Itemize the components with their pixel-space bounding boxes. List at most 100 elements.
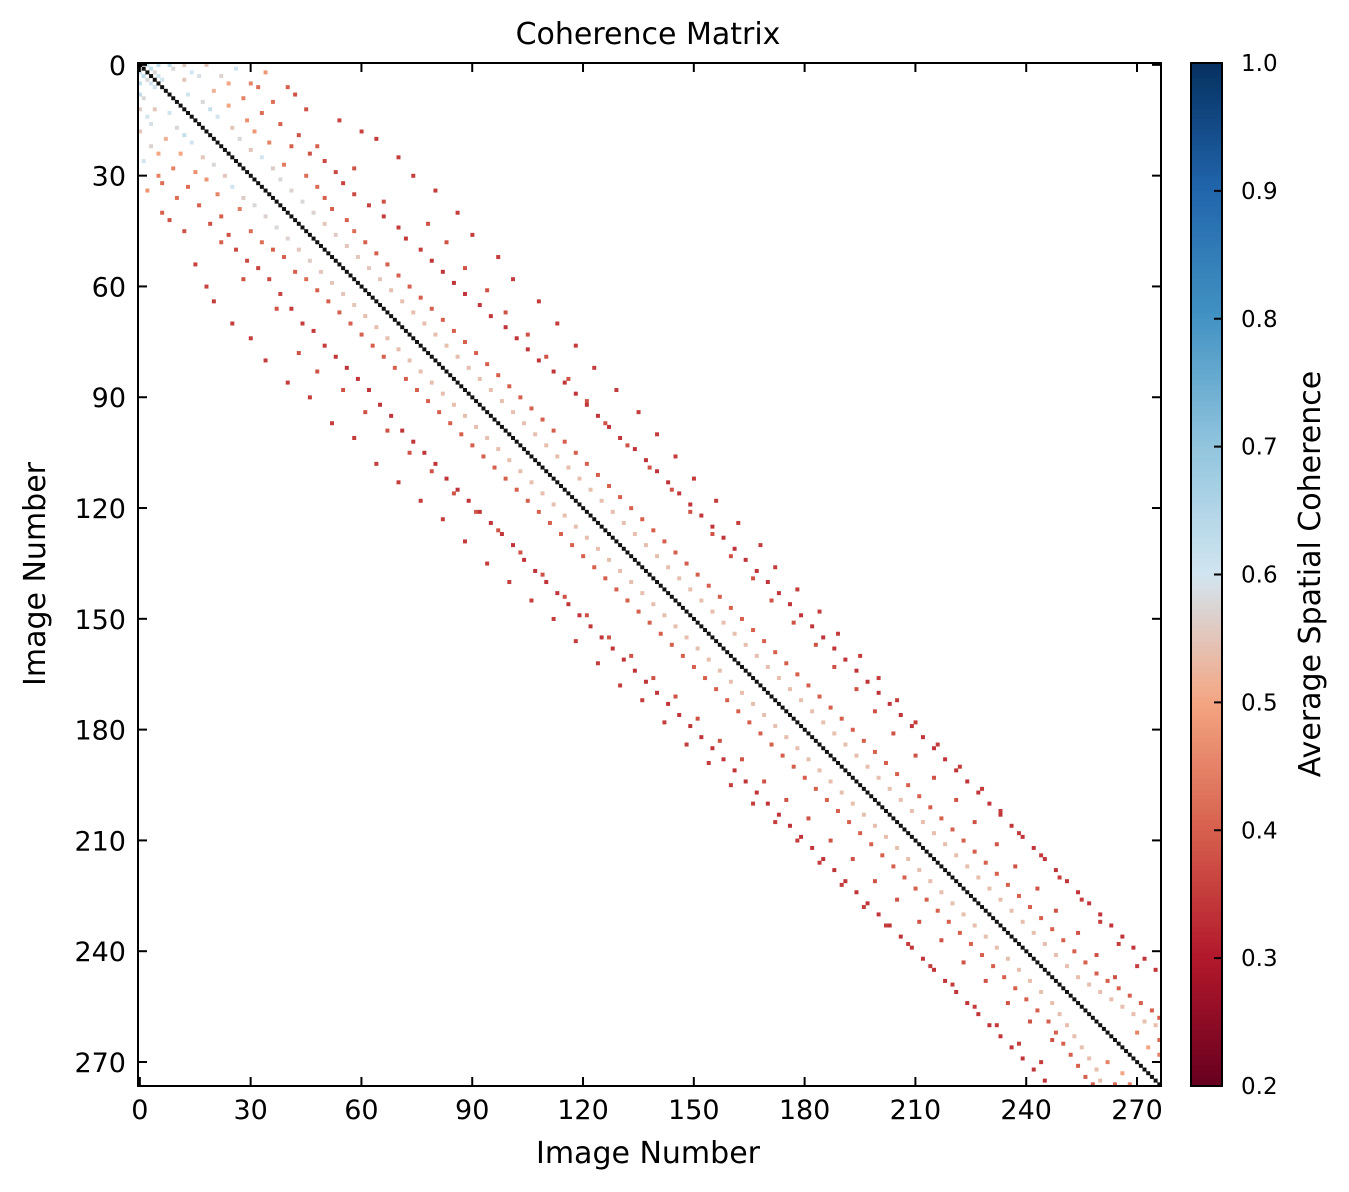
heatmap-cell-94-mirror — [466, 498, 471, 503]
heatmap-cell-156-mirror — [695, 646, 700, 651]
diagonal-cell — [507, 432, 512, 437]
heatmap-cell-267-mirror — [1112, 1082, 1117, 1086]
heatmap-cell-59-mirror — [337, 310, 342, 315]
heatmap-cell-219 — [954, 853, 959, 858]
colorbar-segment — [1191, 548, 1222, 555]
heatmap-cell-305-mirror — [451, 491, 456, 496]
heatmap-cell-184 — [909, 724, 914, 729]
heatmap-cell-165 — [754, 653, 759, 658]
diagonal-cell — [688, 613, 693, 618]
diagonal-cell — [632, 557, 637, 562]
heatmap-cell-44 — [330, 207, 335, 212]
heatmap-cell-146-mirror — [658, 631, 663, 636]
colorbar-segment — [1191, 768, 1222, 775]
heatmap-cell-31 — [322, 159, 327, 164]
heatmap-cell-311-mirror — [518, 550, 523, 555]
heatmap-cell-54-mirror — [318, 269, 323, 274]
heatmap-cell-177 — [799, 698, 804, 703]
heatmap-cell-90 — [477, 376, 482, 381]
heatmap-cell-230 — [1016, 893, 1021, 898]
heatmap-cell-149-mirror — [669, 642, 674, 647]
heatmap-cell-148-mirror — [666, 701, 671, 706]
colorbar-segment — [1191, 78, 1222, 85]
heatmap-cell-303 — [544, 354, 549, 359]
heatmap-cell-331 — [832, 664, 837, 669]
diagonal-cell — [577, 502, 582, 507]
heatmap-cell-58 — [429, 258, 434, 263]
colorbar-segment — [1191, 584, 1222, 591]
heatmap-cell-356 — [1116, 941, 1121, 946]
heatmap-cell-141-mirror — [640, 591, 645, 596]
colorbar-segment — [1191, 600, 1222, 606]
heatmap-cell-157-mirror — [699, 735, 704, 740]
heatmap-cell-88 — [551, 369, 556, 374]
colorbar-segment — [1191, 707, 1222, 714]
colorbar-segment — [1191, 129, 1222, 136]
colorbar-segment — [1191, 1070, 1222, 1077]
heatmap-cell-120-mirror — [562, 513, 567, 518]
heatmap-cell-357 — [1094, 953, 1099, 958]
heatmap-cell-322-mirror — [640, 698, 645, 703]
heatmap-cell-60-mirror — [341, 291, 346, 296]
heatmap-cell-156 — [721, 620, 726, 625]
diagonal-cell — [614, 539, 619, 544]
diagonal-cell — [536, 461, 541, 466]
colorbar-segment — [1191, 947, 1222, 954]
heatmap-cell-223-mirror — [943, 978, 948, 983]
diagonal-cell — [533, 458, 538, 463]
colorbar-ticks: 0.2 0.3 0.4 0.5 0.6 0.7 0.8 0.9 1.0 — [1214, 51, 1278, 1100]
heatmap-cell-61-mirror — [344, 365, 349, 370]
heatmap-cell-134-mirror — [614, 587, 619, 592]
diagonal-cell — [943, 868, 948, 873]
colorbar-segment — [1191, 789, 1222, 796]
diagonal-cell — [1101, 1026, 1106, 1031]
diagonal-cell — [714, 639, 719, 644]
diagonal-cell — [318, 243, 323, 248]
diagonal-cell — [828, 753, 833, 758]
heatmap-cell-202 — [976, 790, 981, 795]
colorbar-segment — [1191, 927, 1222, 934]
colorbar-segment — [1191, 206, 1222, 212]
heatmap-cell-329 — [813, 642, 818, 647]
colorbar-segment — [1191, 717, 1222, 724]
colorbar-segment — [1191, 98, 1222, 105]
heatmap-cell-354-mirror — [994, 1023, 999, 1028]
heatmap-cell-204-mirror — [872, 823, 877, 828]
heatmap-cell-55-mirror — [322, 343, 327, 348]
diagonal-cell — [570, 495, 575, 500]
heatmap-cell-107 — [562, 439, 567, 444]
heatmap-cell-85 — [536, 358, 541, 363]
diagonal-cell — [1138, 1063, 1143, 1068]
diagonal-cell — [503, 428, 508, 433]
heatmap-cell-86-mirror — [437, 410, 442, 415]
heatmap-cell-327 — [791, 620, 796, 625]
diagonal-cell — [618, 543, 623, 548]
heatmap-cell-335 — [872, 709, 877, 714]
diagonal-cell — [400, 325, 405, 330]
heatmap-cell-3-mirror — [138, 129, 142, 134]
heatmap-cell-16 — [226, 103, 231, 108]
diagonal-cell — [1072, 997, 1077, 1002]
heatmap-cell-70-mirror — [378, 402, 383, 407]
heatmap-cell-87-mirror — [440, 391, 445, 396]
heatmap-cell-154-mirror — [688, 724, 693, 729]
colorbar-segment — [1191, 410, 1222, 417]
diagonal-cell — [787, 712, 792, 717]
diagonal-cell — [861, 786, 866, 791]
heatmap-cell-342 — [980, 786, 985, 791]
diagonal-cell — [488, 413, 493, 418]
heatmap-cell-342-mirror — [861, 905, 866, 910]
heatmap-cell-138-mirror — [629, 580, 634, 585]
heatmap-cell-47 — [344, 218, 349, 223]
colorbar-segment — [1191, 651, 1222, 657]
heatmap-cell-253 — [1105, 978, 1110, 983]
heatmap-cell-325 — [769, 598, 774, 603]
heatmap-cell-38-mirror — [259, 240, 264, 245]
heatmap-cell-92 — [507, 384, 512, 389]
heatmap-cell-65 — [407, 284, 412, 289]
heatmap-cell-221-mirror — [935, 908, 940, 913]
heatmap-cell-211-mirror — [898, 934, 903, 939]
colorbar-segment — [1191, 1060, 1222, 1067]
heatmap-cell-180 — [810, 709, 815, 714]
colorbar-segment — [1191, 543, 1222, 550]
